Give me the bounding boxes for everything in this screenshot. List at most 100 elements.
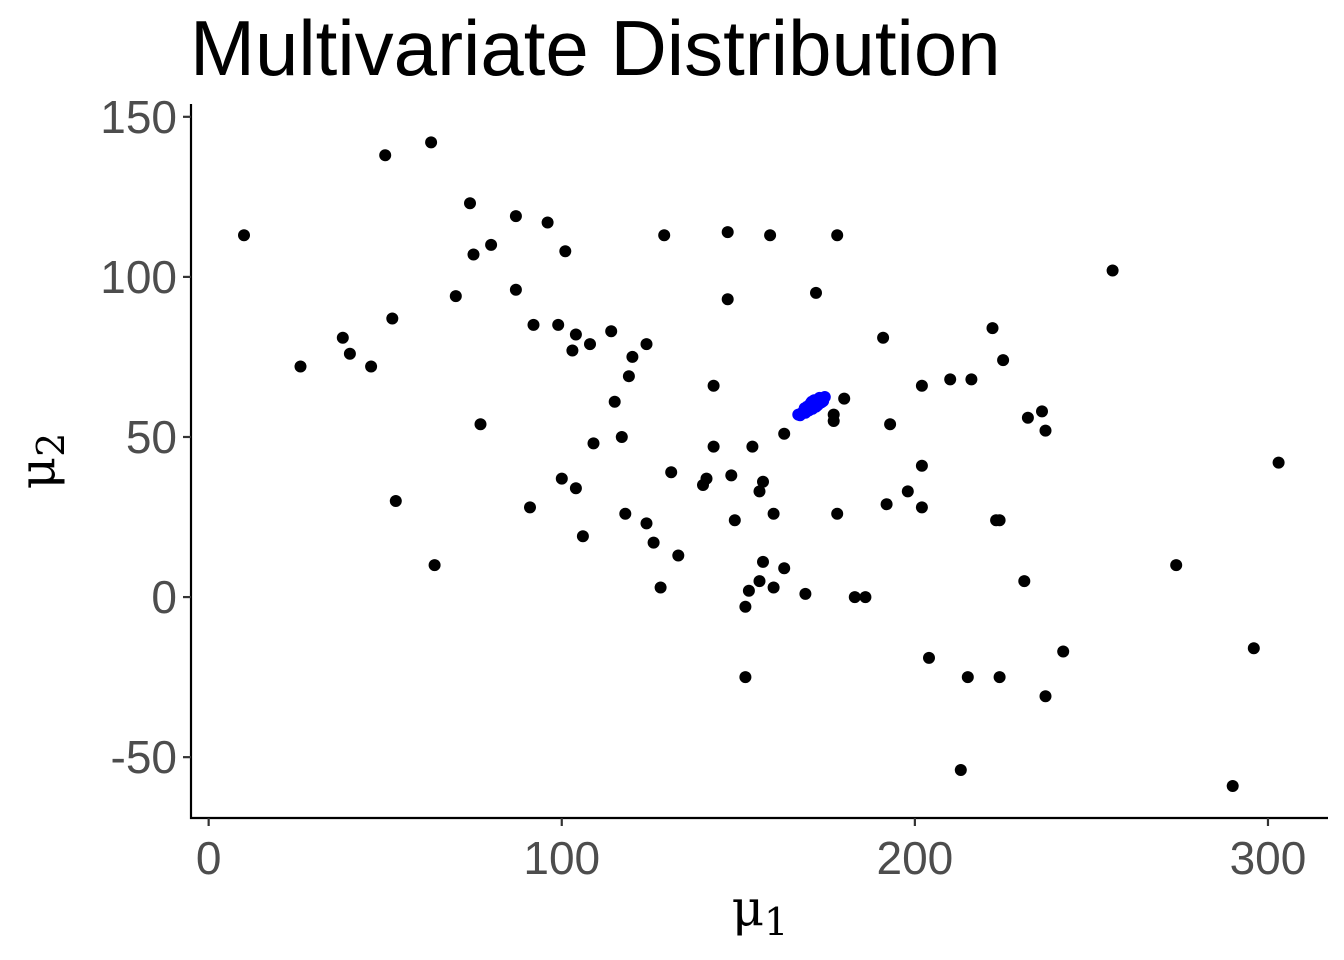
data-point-s0-4 [365,360,378,373]
data-point-s0-38 [654,581,667,594]
data-point-s0-54 [753,575,766,588]
data-point-s0-73 [880,498,893,511]
data-point-s0-76 [915,501,928,514]
data-point-s0-30 [608,395,621,408]
data-point-s0-10 [449,290,462,303]
y-tick-label-0: -50 [111,731,177,783]
data-point-s0-55 [753,485,766,498]
data-point-s0-97 [1226,780,1239,792]
ticks-layer: 0 100 200 300 -50 0 50 100 150 [100,91,1306,884]
data-point-s0-36 [640,338,653,351]
data-point-s0-25 [569,328,582,341]
data-point-s0-23 [566,344,579,357]
data-point-s1-23 [798,402,811,415]
data-point-s0-47 [721,226,734,239]
data-point-s0-98 [1247,642,1260,655]
x-tick-label-2: 200 [876,832,953,884]
y-tick-label-2: 50 [126,411,177,463]
data-point-s0-27 [584,338,596,351]
data-point-s0-81 [954,764,967,776]
data-point-s0-3 [343,347,356,360]
data-point-s0-35 [640,517,653,530]
data-point-s0-17 [524,501,536,514]
data-point-s0-89 [1018,575,1031,588]
x-axis-label-base: μ [732,879,765,937]
data-point-s0-39 [658,229,671,242]
data-point-s0-0 [238,229,250,242]
data-point-s0-82 [961,671,974,684]
x-axis-label-sub: 1 [764,900,788,944]
data-point-s0-56 [757,475,769,488]
data-point-s0-99 [1272,456,1285,469]
data-point-s0-72 [877,331,890,344]
x-tick-label-1: 100 [523,832,600,884]
x-tick-label-3: 300 [1230,832,1307,884]
data-point-s0-45 [707,379,720,392]
data-point-s0-68 [831,507,844,520]
data-point-s0-6 [386,312,399,325]
y-axis-label: μ2 [8,433,73,490]
data-point-s0-41 [672,549,685,562]
data-point-s0-13 [474,418,487,431]
data-point-s0-83 [965,373,978,386]
data-point-s0-43 [700,472,713,485]
data-point-s0-40 [665,466,678,479]
data-point-s0-90 [1021,411,1034,424]
data-point-s0-29 [605,325,618,338]
data-point-s0-69 [838,392,851,405]
data-point-s0-50 [739,671,752,684]
data-point-s0-66 [827,415,840,427]
data-point-s0-33 [622,370,635,383]
data-point-s0-15 [509,283,522,296]
data-point-s0-21 [555,472,568,485]
data-point-s0-28 [587,437,600,450]
data-point-s0-77 [915,459,928,472]
y-axis-label-sub: 2 [29,433,73,457]
data-point-s0-91 [1036,405,1048,418]
x-axis-label: μ1 [732,879,789,944]
data-point-s0-2 [336,331,349,344]
data-point-s0-34 [626,350,639,363]
data-point-s0-37 [647,536,660,549]
data-point-s0-88 [997,354,1010,367]
data-point-s0-64 [810,286,822,299]
chart-title: Multivariate Distribution [190,4,1001,92]
data-point-s0-60 [767,581,780,594]
data-point-s0-78 [915,379,928,392]
data-point-s0-52 [742,584,755,597]
data-point-s0-5 [379,149,392,162]
data-point-s0-67 [831,229,844,242]
data-point-s0-32 [619,507,632,520]
data-point-s0-94 [1057,645,1070,658]
data-point-s0-80 [944,373,957,386]
data-point-s0-49 [728,514,741,527]
data-point-s0-7 [389,495,402,507]
data-point-s0-12 [467,248,480,261]
data-point-s0-19 [541,216,554,229]
data-point-s0-62 [778,562,791,575]
y-axis-label-base: μ [8,457,66,490]
data-point-s0-8 [425,136,438,149]
data-point-s0-71 [859,591,872,604]
x-tick-label-0: 0 [196,832,222,884]
data-point-s0-70 [848,591,861,604]
data-point-s0-26 [576,530,589,543]
data-point-s0-57 [757,555,769,568]
data-point-s0-44 [707,440,720,453]
data-point-s0-86 [993,671,1006,684]
data-point-s0-16 [509,210,522,223]
data-point-s0-59 [767,507,780,520]
data-point-s0-79 [923,651,935,664]
data-point-s0-87 [993,514,1006,527]
axis-lines [189,104,1328,820]
data-point-s0-11 [464,197,476,210]
data-point-s0-9 [428,559,441,572]
data-point-s0-84 [986,322,999,335]
data-point-s0-51 [739,600,752,613]
data-point-s0-14 [485,238,498,251]
data-point-s0-92 [1039,424,1052,437]
data-point-s0-20 [552,318,565,331]
data-point-s0-22 [559,245,572,258]
data-point-s0-61 [778,427,791,440]
